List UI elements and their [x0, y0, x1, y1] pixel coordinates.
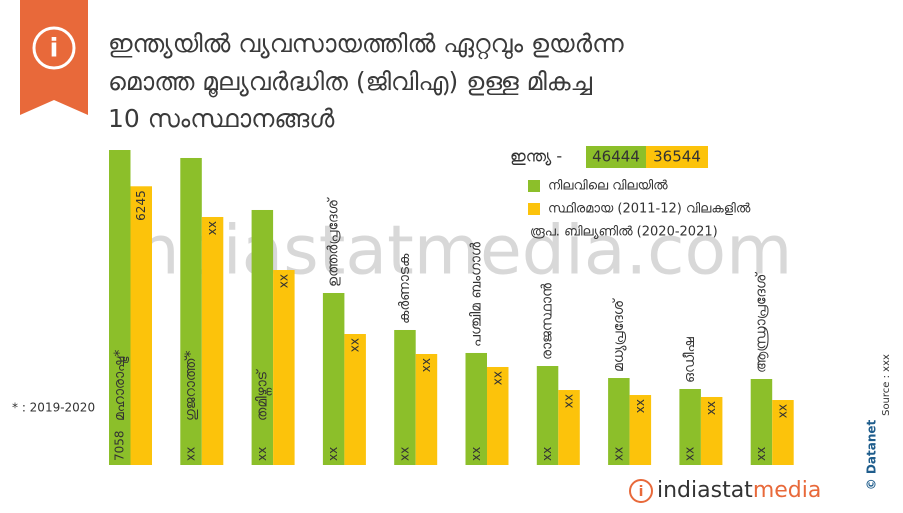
- brand: indiastatmedia: [657, 478, 821, 503]
- bar: [700, 396, 723, 465]
- legend-swatch: [528, 203, 540, 215]
- source: Source : xxx: [881, 354, 892, 416]
- bar: [415, 354, 438, 465]
- category-label: മധ്യപ്രദേശ്: [611, 298, 627, 372]
- title-line: മൊത്ത മൂല്യവർദ്ധിത (ജിവിഎ) ഉള്ള മികച്ച: [108, 67, 593, 98]
- bar: [201, 216, 224, 465]
- title-line: 10 സംസ്ഥാനങ്ങൾ: [108, 104, 335, 133]
- legend-swatch: [528, 180, 540, 192]
- value-label: 7058: [112, 430, 126, 461]
- value-label: xx: [562, 394, 576, 408]
- bar: [487, 366, 509, 465]
- value-label: xx: [611, 447, 625, 461]
- value-label: xx: [754, 447, 768, 461]
- bar: [608, 378, 630, 465]
- category-label: മഹാരാഷ്ട്ര*: [112, 350, 130, 421]
- bar: [750, 378, 773, 465]
- value-label: xx: [490, 371, 504, 385]
- value-label: 6245: [134, 190, 148, 221]
- value-label: xx: [276, 274, 290, 288]
- bar: [558, 390, 580, 465]
- brand-icon-letter: i: [639, 484, 644, 500]
- value-label: xx: [683, 447, 697, 461]
- category-label: തമിഴ്നാട്: [254, 369, 272, 421]
- bar: [629, 395, 652, 465]
- category-label: കർണാടക: [397, 253, 413, 324]
- watermark: indiastatmedia.com: [118, 212, 793, 291]
- value-label: xx: [397, 447, 411, 461]
- category-label: ആന്ധ്രാപ്രദേശ്: [753, 272, 769, 373]
- value-label: xx: [704, 401, 718, 415]
- value-label: xx: [419, 358, 433, 372]
- legend-label: നിലവിലെ വിലയിൽ: [548, 179, 668, 194]
- category-label: രാജസ്ഥാൻ: [540, 283, 556, 360]
- brand-icon: [629, 479, 653, 503]
- value-label: xx: [205, 221, 219, 235]
- category-label: ഒഡീഷ: [682, 336, 698, 383]
- india-value: 46444: [592, 148, 640, 166]
- bar: [394, 329, 416, 465]
- india-box: [646, 146, 708, 168]
- india-box: [586, 146, 646, 168]
- credit: © Datanet: [865, 419, 879, 490]
- footnote: * : 2019-2020: [12, 401, 95, 415]
- category-label: ഉത്തർപ്രദേശ്: [326, 197, 342, 287]
- category-label: പശ്ചിമ ബംഗാൾ: [468, 241, 484, 347]
- bar: [322, 292, 345, 465]
- value-label: xx: [633, 399, 647, 413]
- bar: [130, 186, 152, 465]
- value-label: xx: [184, 447, 198, 461]
- value-label: xx: [775, 404, 789, 418]
- banner: [20, 0, 88, 115]
- bar: [536, 366, 559, 465]
- unit: രൂപ. ബില്യണിൽ (2020-2021): [530, 225, 718, 240]
- value-label: xx: [348, 338, 362, 352]
- value-label: xx: [326, 447, 340, 461]
- legend-label: സ്ഥിരമായ (2011-12) വിലകളിൽ: [548, 202, 751, 217]
- bar: [679, 388, 701, 465]
- bar: [465, 352, 487, 465]
- bar: [273, 270, 295, 465]
- info-icon: [32, 26, 76, 70]
- value-label: xx: [469, 447, 483, 461]
- bar: [344, 334, 366, 465]
- india-label: ഇന്ത്യ -: [510, 147, 562, 166]
- value-label: xx: [540, 447, 554, 461]
- category-label: ഗുജറാത്ത്*: [183, 350, 199, 421]
- info-icon-letter: i: [50, 34, 59, 64]
- brand-part: media: [753, 478, 822, 503]
- bar: [180, 157, 202, 465]
- bar: [772, 400, 794, 465]
- bar: [109, 150, 131, 465]
- bar: [251, 209, 274, 465]
- title-line: ഇന്ത്യയിൽ വ്യവസായത്തിൽ ഏറ്റവും ഉയർന്ന: [108, 29, 624, 60]
- brand-part: indiastat: [657, 478, 753, 503]
- india-value: 36544: [653, 148, 701, 166]
- value-label: xx: [255, 447, 269, 461]
